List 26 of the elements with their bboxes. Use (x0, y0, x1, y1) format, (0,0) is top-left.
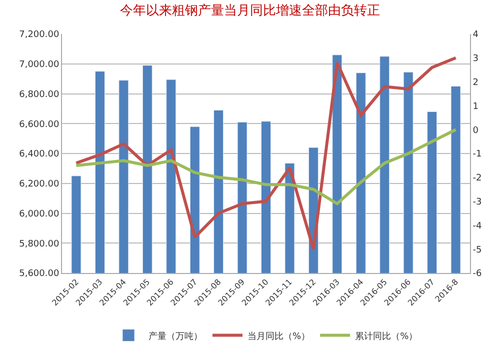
y2-tick-label: -6 (472, 269, 482, 280)
y2-tick-label: -4 (472, 221, 482, 232)
y2-tick-label: -5 (472, 245, 482, 256)
chart-title: 今年以来粗钢产量当月同比增速全部由负转正 (120, 4, 380, 19)
y2-tick-label: 4 (472, 30, 479, 40)
y2-tick-label: 0 (472, 126, 479, 136)
legend-label: 产量（万吨） (148, 330, 202, 342)
y2-tick-label: -3 (472, 197, 482, 208)
line-series (74, 56, 458, 251)
y-tick-label: 5,600.00 (19, 269, 60, 280)
y2-tick-label: 3 (472, 54, 479, 64)
legend-label: 累计同比（%） (355, 330, 418, 342)
y-tick-label: 6,000.00 (19, 209, 60, 220)
y2-tick-label: -1 (472, 150, 482, 160)
line-series (74, 128, 458, 206)
y-tick-label: 6,200.00 (19, 180, 60, 190)
y-tick-label: 7,200.00 (19, 30, 60, 40)
y2-tick-label: 2 (472, 78, 479, 88)
y-tick-label: 5,800.00 (19, 239, 60, 250)
y-tick-label: 6,400.00 (19, 150, 60, 160)
y-tick-label: 6,600.00 (19, 120, 60, 130)
y-tick-label: 6,800.00 (19, 90, 60, 100)
y2-tick-label: -2 (472, 174, 482, 184)
y-tick-label: 7,000.00 (19, 60, 60, 70)
legend-label: 当月同比（%） (248, 330, 310, 342)
y2-tick-label: 1 (472, 102, 479, 112)
